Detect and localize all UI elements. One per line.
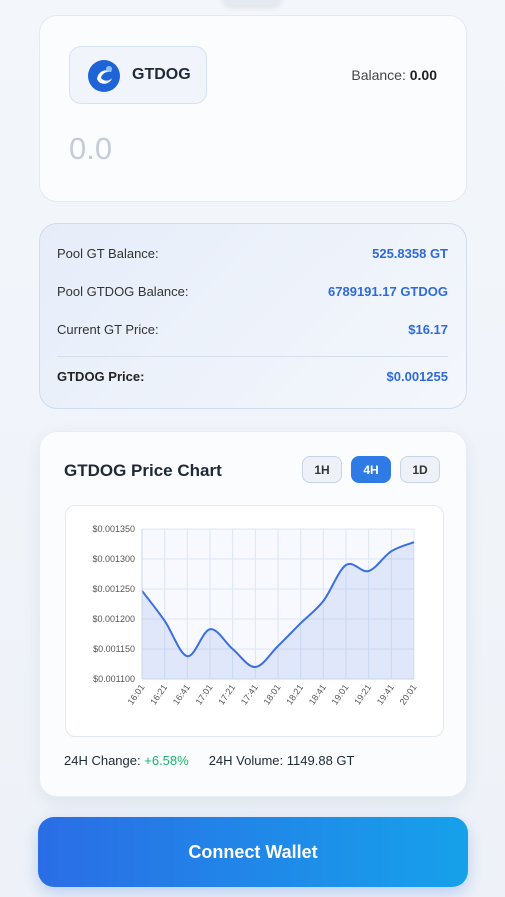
stat: 24H Change: +6.58% <box>64 753 189 768</box>
top-decoration <box>222 0 282 6</box>
info-row: GTDOG Price: $0.001255 <box>57 369 448 389</box>
x-tick-label: 19:41 <box>375 682 396 706</box>
info-row: Current GT Price: $16.17 <box>57 322 448 342</box>
x-tick-label: 17:41 <box>239 682 260 706</box>
stat-value: 1149.88 GT <box>286 753 355 768</box>
x-tick-label: 18:21 <box>284 682 305 706</box>
connect-wallet-button[interactable]: Connect Wallet <box>38 817 468 887</box>
info-value: 6789191.17 GTDOG <box>328 284 448 299</box>
x-tick-label: 19:01 <box>330 682 351 706</box>
info-label: GTDOG Price: <box>57 369 145 384</box>
x-tick-label: 18:01 <box>262 682 283 706</box>
token-selector[interactable]: GTDOG <box>69 46 207 104</box>
info-value: 525.8358 GT <box>372 246 448 261</box>
info-label: Pool GTDOG Balance: <box>57 284 189 299</box>
chart: $0.001100 $0.001150 $0.001200 $0.001250 $0.0… <box>65 505 444 737</box>
y-tick-label: $0.001350 <box>92 524 135 534</box>
info-label: Pool GT Balance: <box>57 246 159 261</box>
y-tick-label: $0.001150 <box>93 644 135 654</box>
x-tick-label: 16:41 <box>171 682 192 706</box>
y-tick-label: $0.001100 <box>93 674 135 684</box>
y-tick-label: $0.001200 <box>92 614 135 624</box>
chart-title: GTDOG Price Chart <box>64 461 222 480</box>
x-tick-label: 19:21 <box>352 682 373 706</box>
stat-label: 24H Change: <box>64 753 141 768</box>
price-line <box>141 541 415 668</box>
info-row: Pool GTDOG Balance: 6789191.17 GTDOG <box>57 284 448 304</box>
balance: Balance: 0.00 <box>351 67 437 83</box>
timeframe-button[interactable]: 1D <box>400 456 440 483</box>
price-area <box>142 542 414 679</box>
info-label: Current GT Price: <box>57 322 159 337</box>
stat-label: 24H Volume: <box>208 753 284 768</box>
chart-card: GTDOG Price Chart 1H 4H 1D $0.001100 $0.001… <box>39 431 467 797</box>
balance-value: 0.00 <box>409 67 437 83</box>
stat: 24H Volume: 1149.88 GT <box>209 753 355 768</box>
amount-input[interactable]: 0.0 <box>69 131 113 166</box>
x-tick-label: 17:01 <box>194 682 215 706</box>
pool-info-card: Pool GT Balance: 525.8358 GT Pool GTDOG Ba… <box>39 223 467 409</box>
x-tick-label: 16:01 <box>126 682 147 706</box>
info-row: Pool GT Balance: 525.8358 GT <box>57 246 448 266</box>
x-tick-label: 16:21 <box>148 682 169 706</box>
timeframe-button[interactable]: 1H <box>302 456 342 483</box>
stat-value: +6.58% <box>144 753 189 768</box>
divider <box>57 356 448 357</box>
x-tick-label: 17:21 <box>216 682 237 706</box>
info-value: $0.001255 <box>386 369 448 384</box>
y-tick-label: $0.001250 <box>92 584 135 594</box>
info-value: $16.17 <box>408 322 448 337</box>
y-tick-label: $0.001300 <box>92 554 135 564</box>
x-tick-label: 18:41 <box>307 682 328 706</box>
token-logo <box>88 60 120 92</box>
balance-label: Balance: <box>351 67 406 83</box>
stats: 24H Change: +6.58% 24H Volume: 1149.88 GT <box>64 753 354 768</box>
token-symbol: GTDOG <box>132 66 191 83</box>
x-tick-label: 20:01 <box>398 682 419 706</box>
timeframe-button[interactable]: 4H <box>351 456 391 483</box>
swap-card: GTDOG Balance: 0.00 0.0 <box>39 15 467 202</box>
